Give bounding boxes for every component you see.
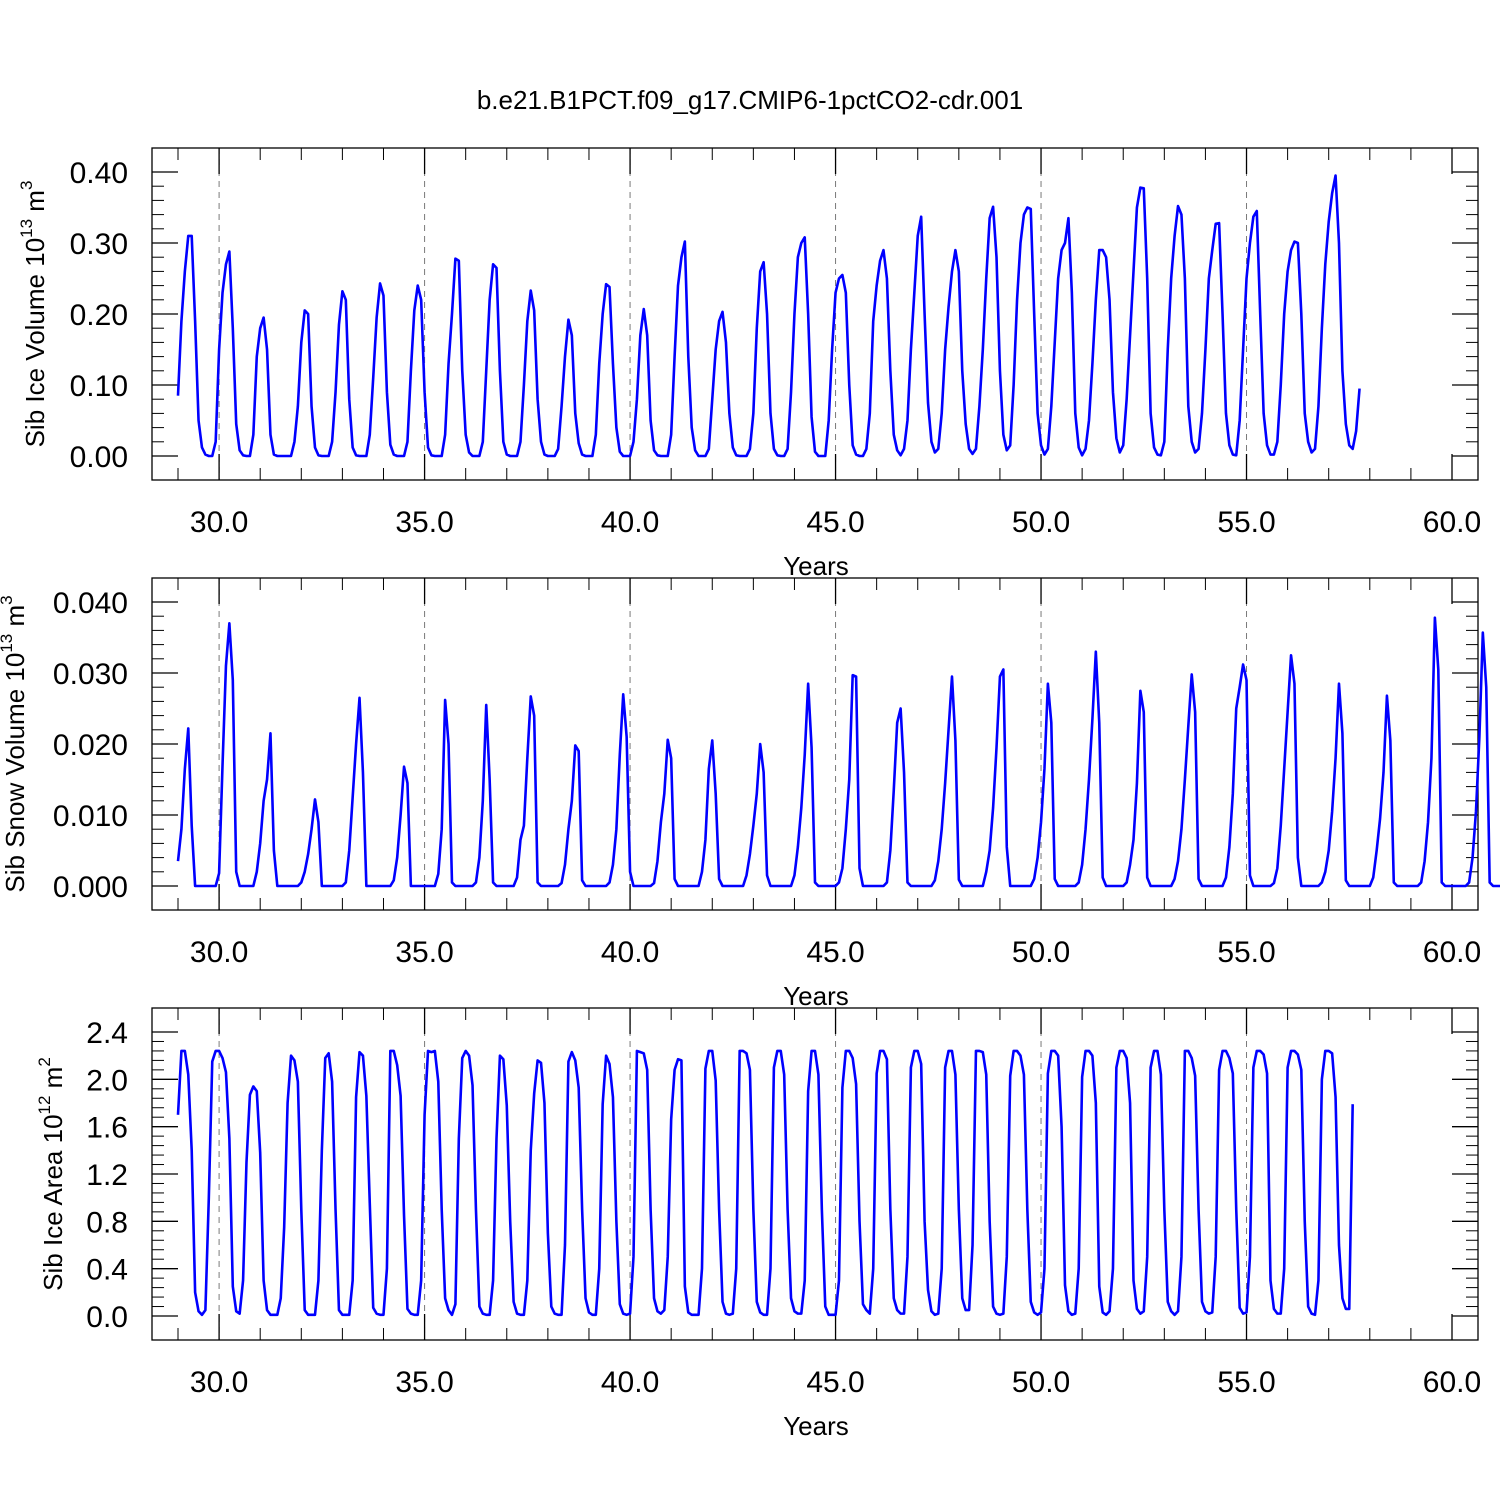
x-tick-label: 45.0 bbox=[806, 936, 864, 969]
x-tick-label: 60.0 bbox=[1423, 1366, 1481, 1399]
y-tick-label: 0.000 bbox=[53, 871, 128, 904]
x-tick-label: 45.0 bbox=[806, 1366, 864, 1399]
panel-snow-volume: 0.000 0.010 0.020 0.030 0.040 30.0 35.0 40.0 45.… bbox=[0, 577, 1500, 1011]
x-tick-label: 60.0 bbox=[1423, 936, 1481, 969]
y-tick-label: 0.00 bbox=[70, 441, 128, 474]
x-tick-label: 35.0 bbox=[395, 936, 453, 969]
y-tick-label: 2.4 bbox=[86, 1017, 128, 1050]
y-axis-label: Sib Ice Volume 1013 m3 bbox=[17, 181, 50, 448]
x-tick-label: 40.0 bbox=[601, 936, 659, 969]
data-series-line bbox=[176, 616, 1500, 888]
y-tick-label: 1.2 bbox=[86, 1159, 128, 1192]
x-tick-label: 50.0 bbox=[1012, 506, 1070, 539]
x-axis-label: Years bbox=[783, 1411, 849, 1441]
y-tick-label: 0.10 bbox=[70, 370, 128, 403]
x-tick-label: 30.0 bbox=[190, 506, 248, 539]
y-axis-label: Sib Snow Volume 1013 m3 bbox=[0, 595, 30, 892]
figure-title: b.e21.B1PCT.f09_g17.CMIP6-1pctCO2-cdr.00… bbox=[477, 85, 1023, 115]
data-series-line bbox=[176, 174, 1361, 458]
x-tick-label: 45.0 bbox=[806, 506, 864, 539]
panel-ice-area: 0.0 0.4 0.8 1.2 1.6 2.0 2.4 30.0 35.0 40.0 45.0 50.… bbox=[35, 1007, 1481, 1441]
x-tick-label: 55.0 bbox=[1217, 936, 1275, 969]
x-tick-label: 55.0 bbox=[1217, 1366, 1275, 1399]
x-tick-label: 30.0 bbox=[190, 936, 248, 969]
y-tick-label: 0.40 bbox=[70, 157, 128, 190]
panel-ice-volume: 0.00 0.10 0.20 0.30 0.40 30.0 35.0 40.0 45.0 50.0… bbox=[17, 147, 1481, 581]
x-tick-label: 60.0 bbox=[1423, 506, 1481, 539]
y-tick-label: 0.040 bbox=[53, 587, 128, 620]
y-axis-label: Sib Ice Area 1012 m2 bbox=[35, 1057, 68, 1291]
data-series-line bbox=[176, 1049, 1354, 1317]
x-axis-label: Years bbox=[783, 981, 849, 1011]
x-tick-label: 40.0 bbox=[601, 506, 659, 539]
y-tick-label: 2.0 bbox=[86, 1064, 128, 1097]
x-tick-label: 40.0 bbox=[601, 1366, 659, 1399]
y-tick-label: 0.4 bbox=[86, 1254, 128, 1287]
x-tick-label: 50.0 bbox=[1012, 936, 1070, 969]
y-tick-label: 0.30 bbox=[70, 228, 128, 261]
x-tick-label: 50.0 bbox=[1012, 1366, 1070, 1399]
x-tick-label: 55.0 bbox=[1217, 506, 1275, 539]
y-tick-label: 0.0 bbox=[86, 1301, 128, 1334]
y-tick-label: 0.030 bbox=[53, 658, 128, 691]
y-tick-label: 0.010 bbox=[53, 800, 128, 833]
y-tick-label: 0.020 bbox=[53, 729, 128, 762]
y-tick-label: 1.6 bbox=[86, 1112, 128, 1145]
y-tick-label: 0.8 bbox=[86, 1206, 128, 1239]
x-tick-label: 35.0 bbox=[395, 1366, 453, 1399]
x-tick-label: 35.0 bbox=[395, 506, 453, 539]
y-tick-label: 0.20 bbox=[70, 299, 128, 332]
x-axis-label: Years bbox=[783, 551, 849, 581]
x-tick-label: 30.0 bbox=[190, 1366, 248, 1399]
